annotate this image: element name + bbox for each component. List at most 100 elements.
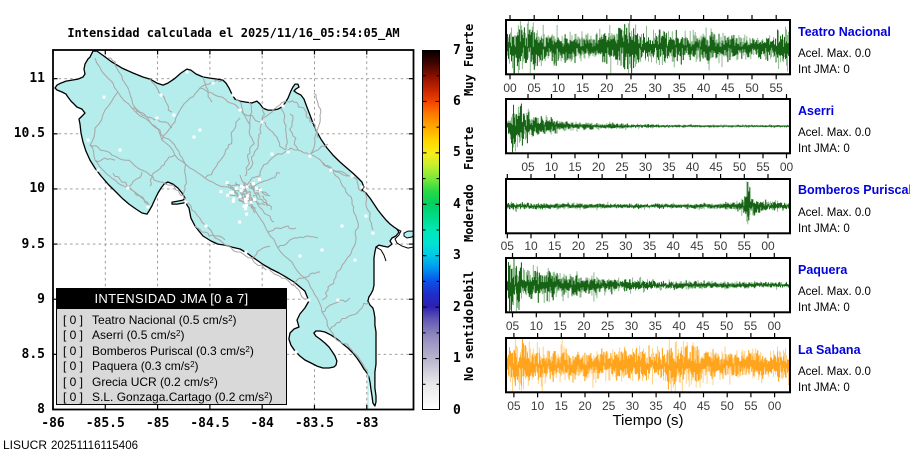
time-tick-label: 45: [696, 399, 711, 413]
time-tick-label: 45: [696, 318, 710, 333]
time-tick-label: 50: [720, 399, 734, 413]
time-tick-label: 25: [624, 80, 638, 95]
unit-superscript: 2: [228, 314, 233, 323]
time-tick-label: 25: [602, 399, 616, 413]
legend-intensity-value: [ 0 ]: [63, 374, 84, 389]
colorbar-word-label: No sentido: [462, 308, 476, 381]
colorbar-number: 1: [453, 351, 461, 367]
station-name: Paquera: [798, 262, 848, 277]
lat-tick-label: 10: [29, 181, 45, 197]
waveform-trace: [507, 181, 789, 220]
time-tick-label: 30: [625, 399, 640, 413]
lon-tick-label: -84.5: [190, 416, 230, 431]
legend-station-row: [ 0 ] Aserri (0.5 cm/s2): [57, 326, 286, 342]
panel-time-ticks: [509, 14, 777, 80]
footer-timestamp: 20251116115406: [51, 440, 138, 452]
neighbor-coastline: [394, 228, 414, 249]
seismogram-panel-2: [505, 94, 791, 159]
colorbar-word-label: Muy Fuerte: [462, 23, 476, 96]
time-tick-label: 55: [756, 160, 770, 175]
time-tick-label: 40: [685, 160, 700, 175]
colorbar-number: 3: [453, 248, 461, 264]
time-tick-label: 20: [571, 239, 586, 254]
station-accel-max: Acel. Max. 0.0: [798, 366, 871, 379]
colorbar-number: 5: [453, 145, 461, 161]
station-accel-max: Acel. Max. 0.0: [798, 286, 871, 298]
time-tick-label: 05: [505, 318, 520, 333]
time-tick-label: 05: [527, 80, 541, 95]
legend-station-row: [ 0 ] Teatro Nacional (0.5 cm/s2): [57, 311, 286, 327]
seismogram-panel-3: [505, 173, 791, 238]
time-tick-label: 30: [638, 160, 653, 175]
time-tick-label: 40: [696, 80, 711, 95]
time-tick-label: 00: [779, 160, 794, 175]
lon-tick-label: -86: [41, 416, 65, 431]
unit-superscript: 2: [190, 360, 195, 370]
time-tick-label: 10: [544, 160, 559, 175]
time-tick-label: 10: [551, 80, 566, 95]
panel-frame: [505, 98, 791, 155]
time-tick-label: 15: [553, 318, 567, 333]
legend-body: [ 0 ] Teatro Nacional (0.5 cm/s2) [ 0 ] Ase…: [57, 309, 286, 405]
time-tick-label: 40: [673, 399, 687, 413]
lon-tick-label: -84: [250, 416, 274, 431]
legend-intensity-value: [ 0 ]: [63, 343, 84, 358]
time-tick-label: 50: [720, 318, 734, 333]
time-tick-label: 10: [524, 239, 538, 254]
time-tick-label: 30: [648, 80, 662, 95]
time-tick-label: 35: [648, 318, 662, 333]
time-tick-label: 20: [600, 80, 614, 95]
legend-station-name: S.L. Gonzaga.Cartago (0.2 cm/s2): [92, 389, 273, 404]
waveform-trace: [507, 24, 789, 74]
panel-time-ticks: [506, 173, 769, 238]
lon-tick-label: -83.5: [294, 416, 335, 431]
seismogram-panel-4: [505, 252, 791, 318]
station-name: La Sabana: [798, 342, 861, 357]
time-tick-label: 15: [548, 239, 562, 254]
lat-tick-label: 9.5: [21, 236, 45, 252]
footer-brand: LISUCR: [3, 438, 48, 452]
time-tick-label: 40: [672, 318, 686, 333]
colorbar-number: 0: [453, 402, 461, 418]
station-name: Teatro Nacional: [798, 24, 891, 39]
time-tick-label: 55: [744, 399, 758, 413]
time-tick-label: 05: [521, 160, 535, 175]
time-tick-label: 00: [767, 399, 782, 413]
time-tick-label: 55: [743, 318, 758, 333]
time-tick-label: 00: [503, 80, 517, 95]
lat-tick-label: 8: [37, 402, 45, 417]
panel-time-ticks: [527, 94, 788, 159]
time-tick-label: 35: [649, 399, 663, 413]
station-int-jma: Int JMA: 0: [798, 302, 850, 314]
time-tick-label: 15: [554, 399, 568, 413]
seismogram-panel-5: [505, 333, 791, 398]
time-tick-label: 10: [529, 318, 543, 333]
costa-rica-landmass: [54, 50, 400, 407]
time-tick-label: 55: [769, 80, 783, 95]
time-tick-label: 05: [507, 399, 521, 413]
time-tick-label: 00: [761, 239, 775, 254]
panel-time-ticks: [511, 252, 775, 318]
panel-time-ticks: [513, 333, 776, 398]
time-tick-label: 25: [615, 160, 629, 175]
legend-station-name: Grecia UCR (0.2 cm/s2): [92, 374, 218, 389]
lon-tick-label: -85: [145, 416, 170, 431]
lat-tick-label: 11: [29, 71, 45, 87]
legend-station-row: [ 0 ] Grecia UCR (0.2 cm/s2): [57, 373, 286, 389]
time-tick-label: 10: [530, 399, 545, 413]
legend-intensity-value: [ 0 ]: [63, 359, 84, 374]
colorbar-number: 7: [453, 42, 461, 58]
time-tick-label: 45: [709, 160, 723, 175]
panel-frame: [505, 177, 791, 234]
map-axis-ticks: [52, 50, 414, 411]
panel-frame: [505, 18, 791, 76]
road-network: [89, 57, 374, 372]
time-tick-label: 05: [500, 239, 514, 254]
time-tick-label: 40: [666, 239, 680, 254]
time-tick-label: 25: [601, 318, 615, 333]
station-accel-max: Acel. Max. 0.0: [798, 127, 871, 140]
time-tick-label: 45: [721, 80, 735, 95]
colorbar-number: 2: [453, 299, 461, 315]
station-int-jma: Int JMA: 0: [798, 222, 850, 235]
legend-station-name: Teatro Nacional (0.5 cm/s2): [92, 313, 237, 327]
